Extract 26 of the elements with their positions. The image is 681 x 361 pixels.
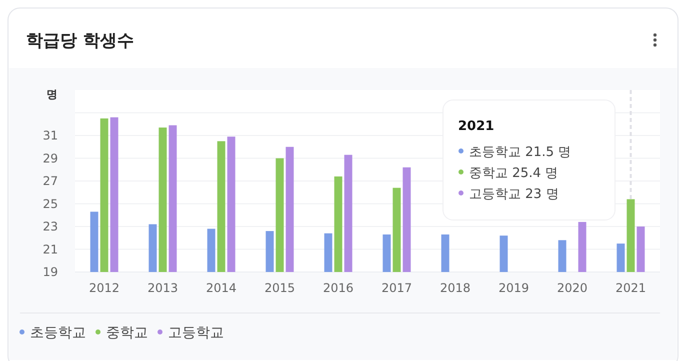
y-tick-label: 29 <box>42 151 58 166</box>
x-tick-label: 2020 <box>556 281 588 295</box>
x-tick-label: 2019 <box>498 281 530 295</box>
annotation: 초등학교 21.5 명 <box>469 145 572 160</box>
y-tick-label: 19 <box>42 265 58 280</box>
legend-label: 중학교 <box>106 325 148 341</box>
annotation: 중학교 25.4 명 <box>469 166 558 181</box>
x-tick-label: 2018 <box>440 281 471 295</box>
y-tick-label: 31 <box>42 128 58 143</box>
legend-label: 고등학교 <box>168 325 224 341</box>
legend-label: 초등학교 <box>30 325 86 341</box>
y-tick-label: 23 <box>42 220 58 234</box>
x-tick-label: 2017 <box>381 281 412 295</box>
y-tick-label: 21 <box>42 242 58 256</box>
x-tick-label: 2014 <box>206 281 237 295</box>
y-tick-label: 25 <box>42 196 58 211</box>
annotation: 2021 <box>458 119 494 134</box>
x-tick-label: 2012 <box>88 281 120 295</box>
x-tick-label: 2013 <box>147 281 178 295</box>
y-tick-label: 27 <box>42 174 58 188</box>
x-tick-label: 2016 <box>322 281 354 295</box>
y-axis-title: 명 <box>46 88 58 101</box>
x-tick-label: 2015 <box>264 281 296 295</box>
chart-title: 학급당 학생수 <box>26 31 134 51</box>
x-tick-label: 2021 <box>615 281 646 295</box>
annotation: 고등학교 23 명 <box>469 187 559 202</box>
